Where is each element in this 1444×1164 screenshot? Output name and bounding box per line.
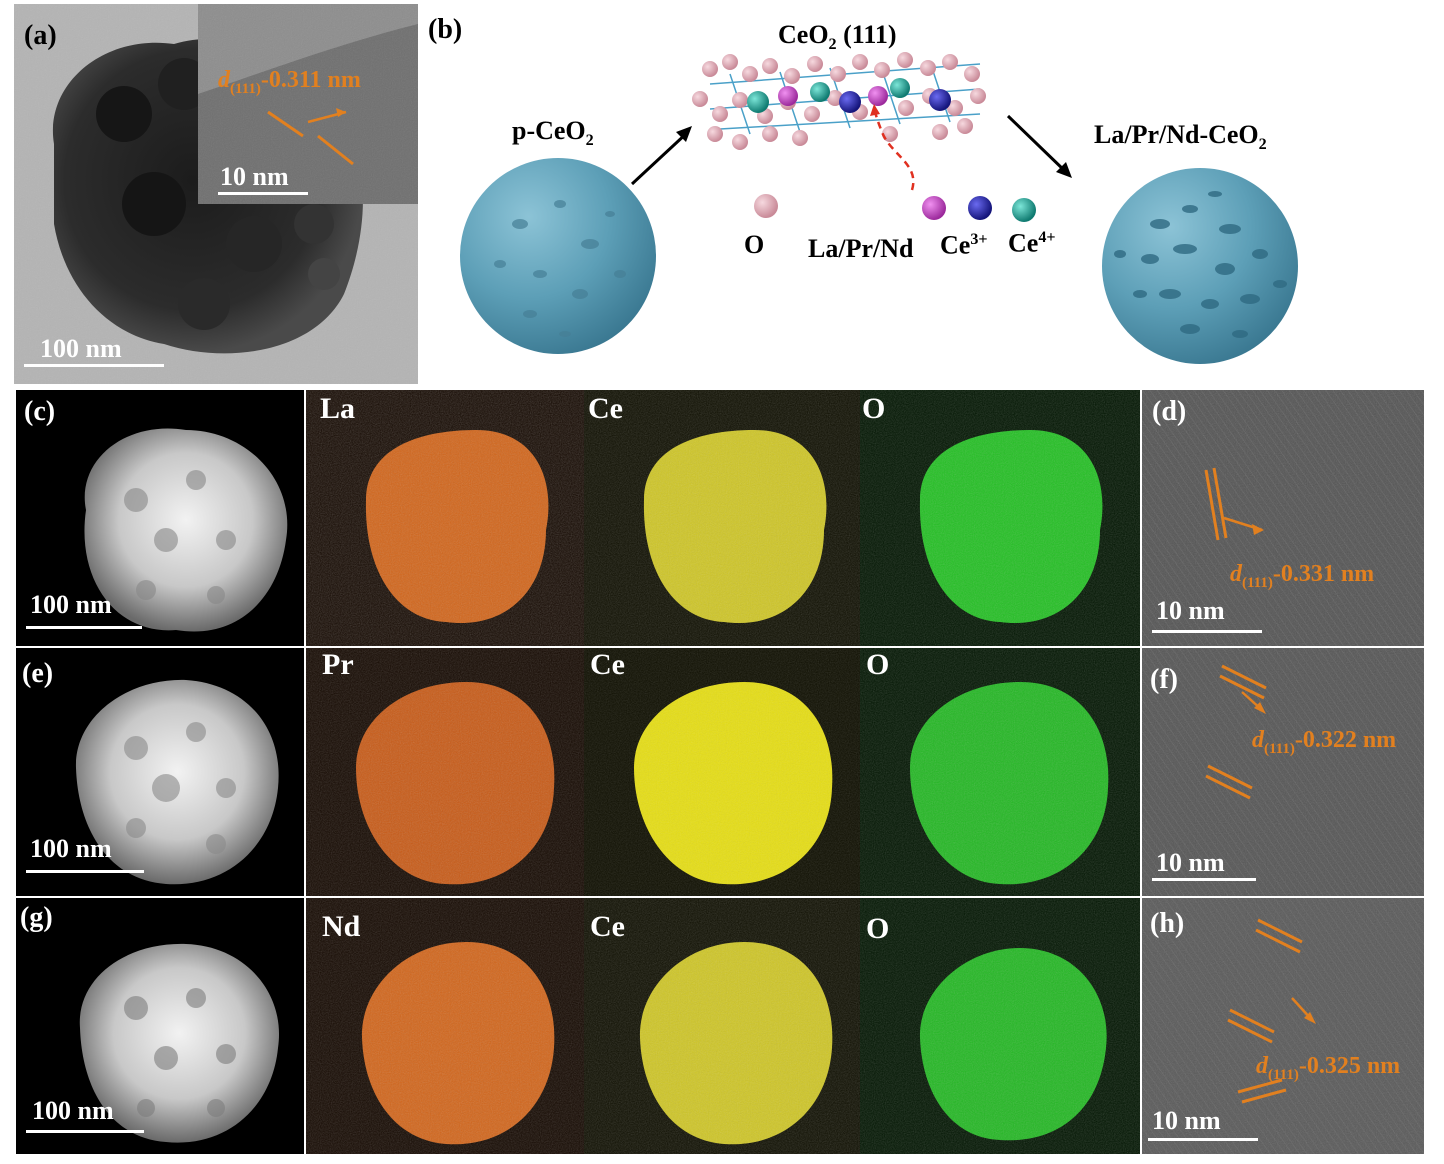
legend-dopant-atom [922,196,946,220]
panel-a-inset-scale-bar [218,192,308,195]
panel-g-label: (g) [20,902,53,933]
legend-ce3-atom [968,196,992,220]
panel-d-scale-bar [1152,630,1262,633]
panel-c-scale-bar [26,626,142,629]
panel-a-scale-label: 100 nm [40,334,122,363]
map-pr: Pr [306,648,584,896]
panel-a-d-spacing: d(111)-0.311 nm [218,67,361,97]
panel-h-label: (h) [1150,908,1185,939]
map-o-1: O [860,390,1140,646]
panel-d-scale-label: 10 nm [1156,596,1225,625]
map-nd: Nd [306,898,584,1154]
map-la: La [306,390,584,646]
map-pr-label: Pr [322,648,354,681]
p-ceo2-sphere [460,158,656,354]
map-o-2: O [860,648,1140,896]
legend-o-label: O [744,230,765,259]
map-o-3-label: O [866,912,890,945]
map-ce-1: Ce [584,390,860,646]
panel-b: (b) CeO2 (111) p-CeO2 La/Pr/Nd-CeO2 [420,4,1430,384]
panel-b-schematic [460,52,1298,364]
map-la-label: La [320,392,356,425]
map-o-2-label: O [866,648,890,681]
map-o-3: O [860,898,1140,1154]
map-ce-3: Ce [584,898,860,1154]
panel-f: (f) d(111)-0.322 nm 10 nm [1142,648,1424,896]
panel-a-scale-bar [24,364,164,367]
panel-b-right-name: La/Pr/Nd-CeO2 [1094,120,1267,154]
panel-e-scale-label: 100 nm [30,834,112,863]
panel-c: (c) 100 nm [16,390,304,646]
panel-f-d-spacing: d(111)-0.322 nm [1252,727,1397,757]
legend-ce4-label: Ce4+ [1008,228,1056,258]
panel-e-scale-bar [26,870,144,873]
panel-e-label: (e) [22,658,54,689]
panel-h-scale-bar [1148,1138,1258,1141]
panel-h-d-spacing: d(111)-0.325 nm [1256,1053,1401,1083]
map-ce-3-label: Ce [590,910,625,943]
panel-g-scale-bar [26,1130,144,1133]
panel-d: (d) d(111)-0.331 nm 10 nm [1142,390,1424,646]
panel-a: d(111)-0.311 nm 10 nm (a) 100 nm [14,4,418,384]
panel-g: (g) 100 nm [16,898,304,1154]
panel-h: (h) d(111)-0.325 nm 10 nm [1142,898,1424,1154]
legend-ce4-atom [1012,198,1036,222]
panel-d-d-spacing: d(111)-0.331 nm [1230,561,1375,591]
map-ce-2-label: Ce [590,648,625,681]
panel-b-left-name: p-CeO2 [512,116,594,150]
map-nd-label: Nd [322,910,361,943]
panel-g-scale-label: 100 nm [32,1096,114,1125]
map-o-1-label: O [862,392,886,425]
panel-h-scale-label: 10 nm [1152,1106,1221,1135]
panel-a-label: (a) [24,20,57,51]
legend-dopant-label: La/Pr/Nd [808,234,914,263]
panel-c-label: (c) [24,396,56,427]
panel-f-scale-label: 10 nm [1156,848,1225,877]
panel-f-label: (f) [1150,664,1178,695]
legend-o-atom [754,194,778,218]
doped-ceo2-sphere [1102,168,1298,364]
panel-f-scale-bar [1152,878,1256,881]
panel-b-label: (b) [428,14,463,45]
map-ce-1-label: Ce [588,392,623,425]
panel-c-scale-label: 100 nm [30,590,112,619]
panel-d-label: (d) [1152,396,1187,427]
legend-ce3-label: Ce3+ [940,230,988,260]
panel-e: (e) 100 nm [16,648,304,896]
panel-b-crystal-title: CeO2 (111) [778,20,897,54]
map-ce-2: Ce [584,648,860,896]
panel-a-inset: d(111)-0.311 nm 10 nm [198,4,418,204]
panel-a-inset-scale-label: 10 nm [220,162,289,191]
